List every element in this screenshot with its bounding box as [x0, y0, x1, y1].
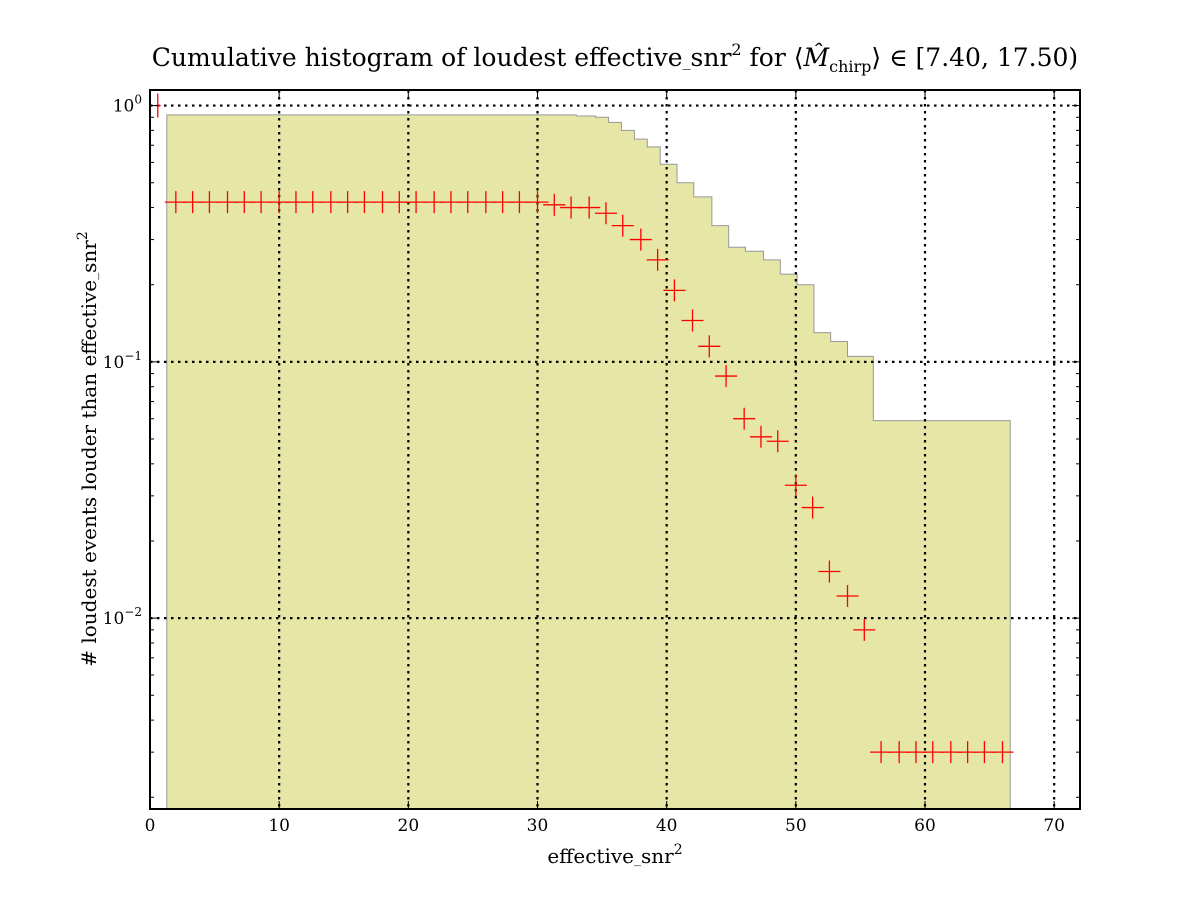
data-point [836, 585, 859, 608]
data-point [578, 196, 601, 219]
title-underscore: _ [683, 51, 691, 70]
data-point [526, 191, 549, 214]
data-point [818, 560, 841, 583]
background-histogram [166, 114, 1011, 809]
y-tick-label: 10−1 [103, 349, 142, 373]
data-point [766, 430, 789, 453]
histogram-area [166, 114, 1011, 809]
data-point [594, 202, 617, 225]
data-point [543, 193, 566, 216]
x-tick-label: 70 [1043, 816, 1065, 836]
x-axis-label: effective_snr2 [547, 842, 682, 868]
x-tick-label: 60 [914, 816, 936, 836]
x-tick-label: 20 [398, 816, 420, 836]
data-point [663, 279, 686, 302]
chart-title: Cumulative histogram of loudest effectiv… [152, 40, 1078, 76]
data-point [749, 425, 772, 448]
foreground-points [154, 93, 1014, 764]
y-axis-label: # loudest events louder than effective_s… [75, 231, 101, 667]
data-point [681, 309, 704, 332]
x-tick-label: 30 [527, 816, 549, 836]
data-point [853, 618, 876, 641]
data-point [784, 474, 807, 497]
xlabel-underscore: _ [634, 851, 641, 867]
x-tick-label: 40 [656, 816, 678, 836]
data-point [715, 365, 738, 388]
axis-ticks: 0 10 20 30 40 50 60 70 100 10−1 10−2 [103, 90, 1080, 836]
data-point [646, 248, 669, 271]
plot-frame [149, 89, 1081, 810]
x-tick-label: 50 [785, 816, 807, 836]
y-tick-label: 100 [113, 93, 142, 117]
data-point [611, 214, 634, 237]
data-point [733, 407, 756, 430]
data-point [991, 741, 1014, 764]
ylabel-underscore: _ [84, 273, 100, 280]
data-point [801, 496, 824, 519]
x-tick-label: 0 [145, 816, 156, 836]
y-tick-label: 10−2 [103, 605, 142, 629]
data-point [698, 335, 721, 358]
x-tick-label: 10 [268, 816, 290, 836]
data-point [629, 228, 652, 251]
grid [150, 90, 1080, 809]
